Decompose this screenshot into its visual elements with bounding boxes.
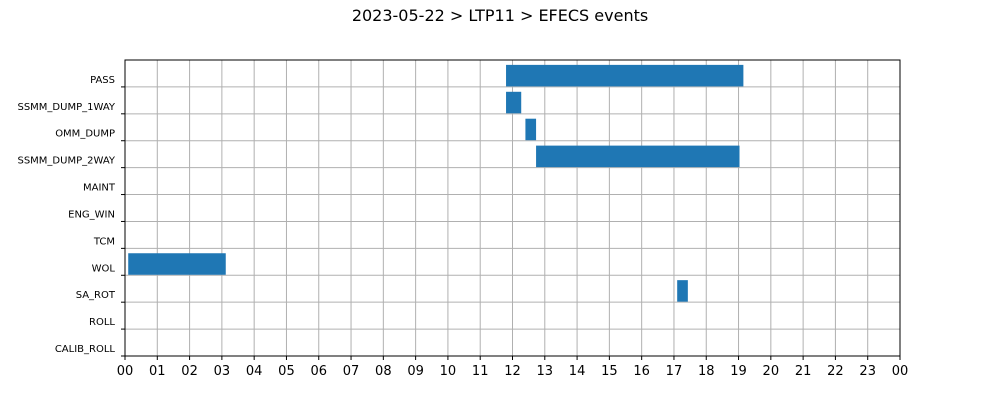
y-tick-label: PASS xyxy=(90,75,115,86)
y-tick-label: ROLL xyxy=(89,317,115,328)
x-tick-label: 22 xyxy=(827,364,844,379)
chart-title: 2023-05-22 > LTP11 > EFECS events xyxy=(351,6,649,25)
x-tick-label: 23 xyxy=(859,364,876,379)
x-tick-label: 08 xyxy=(375,364,392,379)
x-tick-label: 09 xyxy=(407,364,424,379)
x-tick-label: 17 xyxy=(666,364,683,379)
y-tick-label: ENG_WIN xyxy=(68,209,115,220)
x-tick-label: 14 xyxy=(569,364,586,379)
x-tick-label: 21 xyxy=(795,364,812,379)
y-tick-label: OMM_DUMP xyxy=(55,129,115,140)
y-tick-label: MAINT xyxy=(83,183,116,194)
x-tick-label: 02 xyxy=(181,364,198,379)
x-tick-label: 01 xyxy=(149,364,166,379)
event-bar-omm-dump xyxy=(525,118,537,141)
x-tick-label: 06 xyxy=(310,364,327,379)
y-tick-label: WOL xyxy=(92,263,116,274)
y-tick-label: SSMM_DUMP_2WAY xyxy=(17,156,115,167)
x-tick-label: 20 xyxy=(763,364,780,379)
x-tick-label: 12 xyxy=(504,364,521,379)
x-tick-label: 00 xyxy=(117,364,134,379)
x-tick-label: 13 xyxy=(537,364,554,379)
y-tick-label: TCM xyxy=(93,236,115,247)
x-tick-label: 18 xyxy=(698,364,715,379)
y-tick-label: CALIB_ROLL xyxy=(55,344,116,355)
x-tick-label: 04 xyxy=(246,364,263,379)
event-bar-wol xyxy=(128,253,226,275)
x-tick-label: 19 xyxy=(730,364,747,379)
x-tick-label: 00 xyxy=(892,364,909,379)
tick-layer: 00 01 02 03 04 05 06 07 08 09 10 11 12 13 14 15 16 17 18 19… xyxy=(17,75,908,379)
x-tick-label: 05 xyxy=(278,364,295,379)
event-bar-ssmm-dump-1way xyxy=(506,91,522,114)
event-bar-pass xyxy=(506,64,744,87)
bar-layer xyxy=(128,64,744,302)
x-tick-label: 16 xyxy=(633,364,650,379)
x-tick-label: 10 xyxy=(440,364,457,379)
y-tick-label: SA_ROT xyxy=(76,290,116,301)
x-tick-label: 07 xyxy=(343,364,360,379)
event-bar-ssmm-dump-2way xyxy=(536,145,740,168)
event-bar-sa-rot xyxy=(677,280,688,302)
x-tick-label: 15 xyxy=(601,364,618,379)
x-tick-label: 03 xyxy=(214,364,231,379)
y-tick-label: SSMM_DUMP_1WAY xyxy=(17,102,115,113)
x-tick-label: 11 xyxy=(472,364,489,379)
